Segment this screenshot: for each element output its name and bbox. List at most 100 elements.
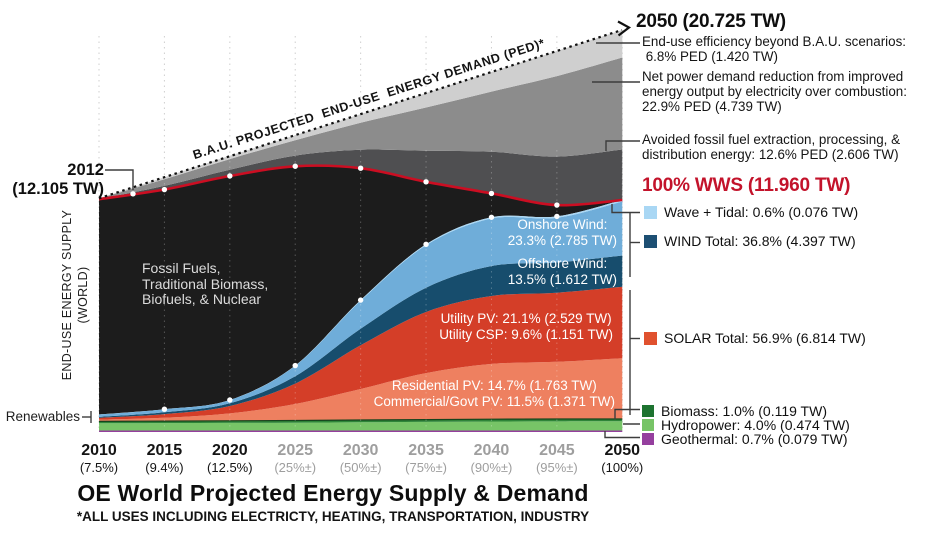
offshore-wind-label-line: 13.5% (1.612 TW)	[507, 271, 617, 287]
fossil-area-label-line: Traditional Biomass,	[142, 275, 269, 292]
rooftop-solar-label-line: Residential PV: 14.7% (1.763 TW)	[391, 378, 597, 393]
marker-2012-value: (12.105 TW)	[12, 179, 104, 198]
y-axis-title-line1: END-USE ENERGY SUPPLY	[60, 209, 74, 381]
legend-label-wind-total: WIND Total: 36.8% (4.397 TW)	[664, 233, 856, 249]
bau-arrowhead-icon	[617, 20, 632, 37]
annotation-avoided-fossil: Avoided fossil fuel extraction, processi…	[642, 132, 928, 163]
supply-point	[161, 186, 168, 193]
annotation-line: 22.9% PED (4.739 TW)	[642, 98, 782, 114]
onshore-wind-label-line: 23.3% (2.785 TW)	[507, 232, 617, 248]
supply-point	[292, 163, 298, 169]
offshore-wind-area-label: Offshore Wind: 13.5% (1.612 TW)	[508, 256, 617, 287]
x-tick-share-2050: (100%)	[601, 460, 644, 475]
supply-point-2012	[130, 191, 136, 197]
legend-label-solar-total: SOLAR Total: 56.9% (6.814 TW)	[664, 330, 866, 346]
chart-subtitle: *ALL USES INCLUDING ELECTRICTY, HEATING,…	[76, 509, 590, 524]
x-tick-share-2025: (25%±)	[274, 460, 317, 475]
connector-line	[614, 408, 640, 420]
legend-item-wind-total: WIND Total: 36.8% (4.397 TW)	[644, 233, 856, 249]
x-tick-share-2020: (12.5%)	[207, 460, 253, 475]
wws-point	[292, 362, 298, 369]
y-axis-title-line2: (WORLD)	[75, 266, 90, 324]
wws-point	[161, 406, 168, 412]
utility-solar-label-line: Utility PV: 21.1% (2.529 TW)	[440, 311, 612, 326]
x-tick-share-2045: (95%±)	[535, 460, 578, 475]
legend-swatch-biomass	[642, 404, 654, 417]
wws-point	[488, 214, 495, 220]
x-tick-year-2020: 2020	[212, 442, 248, 459]
band-geothermal	[99, 430, 623, 432]
chart-title: OE World Projected Energy Supply & Deman…	[77, 480, 589, 506]
legend-item-wave-tidal: Wave + Tidal: 0.6% (0.076 TW)	[644, 204, 858, 220]
band-net-power-demand-reduction-fro	[99, 57, 623, 199]
x-tick-year-2050: 2050	[604, 442, 641, 459]
annotation-line: Avoided fossil fuel extraction, processi…	[642, 132, 901, 147]
rooftop-solar-label-line: Commercial/Govt PV: 11.5% (1.371 TW)	[373, 393, 615, 409]
x-tick-share-2030: (50%±)	[339, 460, 382, 475]
x-tick-year-2045: 2045	[539, 442, 575, 459]
utility-solar-label-line: Utility CSP: 9.6% (1.151 TW)	[439, 326, 613, 342]
annotation-line: energy output by electricity over combus…	[642, 83, 907, 99]
marker-2012-year: 2012	[67, 161, 104, 179]
band-residential-commercial-govt-pv	[99, 358, 623, 422]
legend-swatch-wind-total	[644, 234, 657, 248]
x-tick-year-2025: 2025	[277, 442, 314, 459]
legend-label-wave-tidal: Wave + Tidal: 0.6% (0.076 TW)	[664, 204, 859, 220]
wws-point	[357, 297, 364, 303]
marker-2050-label: 2050 (20.725 TW)	[636, 11, 786, 32]
annotation-line: End-use efficiency beyond B.A.U. scenari…	[642, 34, 906, 49]
y-axis-title: END-USE ENERGY SUPPLY (WORLD)	[60, 200, 91, 390]
x-tick-year-2035: 2035	[408, 442, 444, 459]
wws-total-label: 100% WWS (11.960 TW)	[642, 175, 851, 196]
legend-item-hydropower: Hydropower: 4.0% (0.474 TW)	[642, 417, 850, 433]
x-tick-share-2015: (9.4%)	[145, 460, 184, 475]
band-hydropower	[99, 421, 623, 431]
renewables-label: Renewables	[5, 409, 80, 424]
supply-point	[554, 202, 560, 208]
rooftop-solar-area-label: Residential PV: 14.7% (1.763 TW) Commerc…	[374, 378, 615, 409]
annotation-line: 6.8% PED (1.420 TW)	[642, 48, 778, 64]
wws-point	[423, 241, 429, 248]
band-fossil-fuels	[99, 165, 623, 415]
marker-2012-label: 2012 (12.105 TW)	[0, 161, 104, 198]
legend-swatch-hydropower	[642, 418, 654, 431]
annotation-line: distribution energy: 12.6% PED (2.606 TW…	[642, 146, 899, 162]
annotation-enduse-efficiency: End-use efficiency beyond B.A.U. scenari…	[642, 34, 928, 65]
x-tick-share-2010: (7.5%)	[79, 460, 119, 475]
x-tick-share-2035: (75%±)	[405, 460, 447, 475]
band-biomass	[99, 419, 623, 424]
offshore-wind-label-line: Offshore Wind:	[517, 256, 608, 271]
x-tick-year-2015: 2015	[146, 442, 183, 459]
supply-point	[423, 179, 429, 185]
legend-label-geothermal: Geothermal: 0.7% (0.079 TW)	[661, 430, 848, 447]
fossil-area-label-line: Biofuels, & Nuclear	[142, 291, 262, 307]
bau-dotted-line	[98, 28, 623, 200]
legend-label-hydropower: Hydropower: 4.0% (0.474 TW)	[661, 416, 850, 433]
band-utility-pv-utility-csp	[99, 286, 623, 420]
biomass-top-edge	[98, 418, 623, 422]
annotation-line: Net power demand reduction from improved	[642, 69, 904, 84]
x-tick-year-2030: 2030	[342, 442, 379, 459]
connector-line	[604, 431, 640, 439]
legend-label-biomass: Biomass: 1.0% (0.119 TW)	[661, 402, 827, 419]
annotation-net-power-reduction: Net power demand reduction from improved…	[642, 69, 928, 114]
wws-point	[227, 397, 233, 403]
fossil-area-label: Fossil Fuels, Traditional Biomass, Biofu…	[142, 260, 269, 308]
legend-swatch-solar-total	[644, 331, 657, 345]
fossil-area-label-line: Fossil Fuels,	[142, 260, 221, 276]
legend-swatch-wave-tidal	[644, 205, 657, 219]
supply-point	[227, 173, 233, 179]
band-onshore-wind	[99, 201, 623, 417]
utility-solar-area-label: Utility PV: 21.1% (2.529 TW) Utility CSP…	[439, 311, 613, 342]
wws-point	[554, 213, 560, 220]
supply-point	[357, 165, 364, 171]
x-tick-year-2010: 2010	[81, 442, 117, 459]
onshore-wind-area-label: Onshore Wind: 23.3% (2.785 TW)	[508, 217, 617, 248]
onshore-wind-label-line: Onshore Wind:	[517, 217, 608, 232]
legend-item-biomass: Biomass: 1.0% (0.119 TW)	[642, 403, 827, 419]
connector-line	[605, 140, 640, 151]
legend-item-solar-total: SOLAR Total: 56.9% (6.814 TW)	[644, 330, 866, 346]
band-offshore-wind	[99, 255, 623, 418]
